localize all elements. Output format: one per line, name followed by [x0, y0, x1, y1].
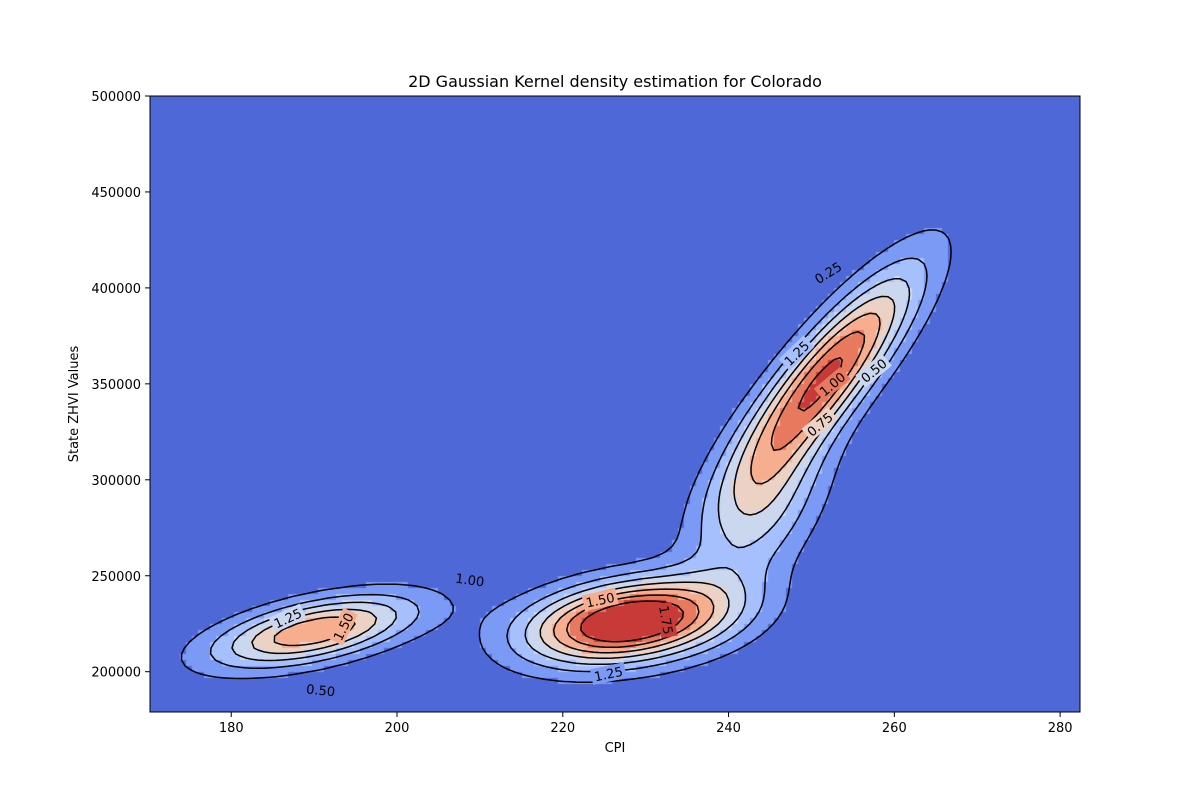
contour-label-bg — [855, 353, 892, 388]
contour-label-bg — [589, 662, 627, 686]
contour-label-text: 0.50 — [305, 682, 335, 700]
x-tick-label: 220 — [550, 721, 575, 736]
contour-label-bg — [451, 569, 489, 590]
contour-label-bg — [801, 406, 839, 442]
chart-title: 2D Gaussian Kernel density estimation fo… — [408, 72, 822, 91]
x-tick-label: 240 — [716, 721, 741, 736]
y-tick-label: 400000 — [91, 282, 141, 297]
contour-label-bg — [813, 366, 851, 402]
y-axis-label: State ZHVI Values — [67, 345, 82, 462]
x-tick-label: 280 — [1048, 721, 1073, 736]
y-axis: 200000 250000 300000 350000 400000 450000 5000… — [91, 90, 150, 681]
contour-label-bg — [581, 588, 619, 612]
contour-line-0-75 — [231, 278, 911, 666]
contour-label: 1.50 — [581, 588, 619, 612]
contour-label-text: 1.75 — [655, 605, 675, 636]
contour-line-0-25 — [180, 229, 952, 683]
y-tick-label: 500000 — [91, 90, 141, 105]
contour-label-bg — [302, 680, 339, 700]
x-tick-label: 180 — [219, 721, 244, 736]
contour-line-0-5 — [209, 257, 928, 673]
y-tick-label: 200000 — [91, 666, 141, 681]
y-tick-label: 250000 — [91, 570, 141, 585]
plot-frame — [149, 95, 1081, 713]
contour-label-bg — [809, 256, 847, 289]
y-tick-label: 300000 — [91, 474, 141, 489]
contour-label: 0.50 — [302, 680, 339, 700]
contour-label-bg — [778, 335, 815, 371]
y-tick-label: 350000 — [91, 378, 141, 393]
x-tick-label: 260 — [882, 721, 907, 736]
contour-line-1 — [251, 295, 896, 659]
contour-label: 1.75 — [655, 601, 678, 639]
contour-label-bg — [268, 603, 307, 633]
contour-label-bg — [328, 607, 358, 646]
contour-label-text: 1.00 — [454, 572, 485, 591]
contour-label-text: 1.25 — [593, 665, 624, 686]
contour-label: 1.00 — [451, 569, 489, 591]
contour-label-bg — [655, 601, 678, 639]
contour-label: 1.25 — [589, 662, 627, 686]
x-tick-label: 200 — [385, 721, 410, 736]
x-axis: 180 200 220 240 260 280 — [219, 712, 1073, 736]
y-tick-label: 450000 — [91, 186, 141, 201]
contour-label-text: 1.50 — [585, 591, 616, 612]
x-axis-label: CPI — [605, 741, 626, 756]
